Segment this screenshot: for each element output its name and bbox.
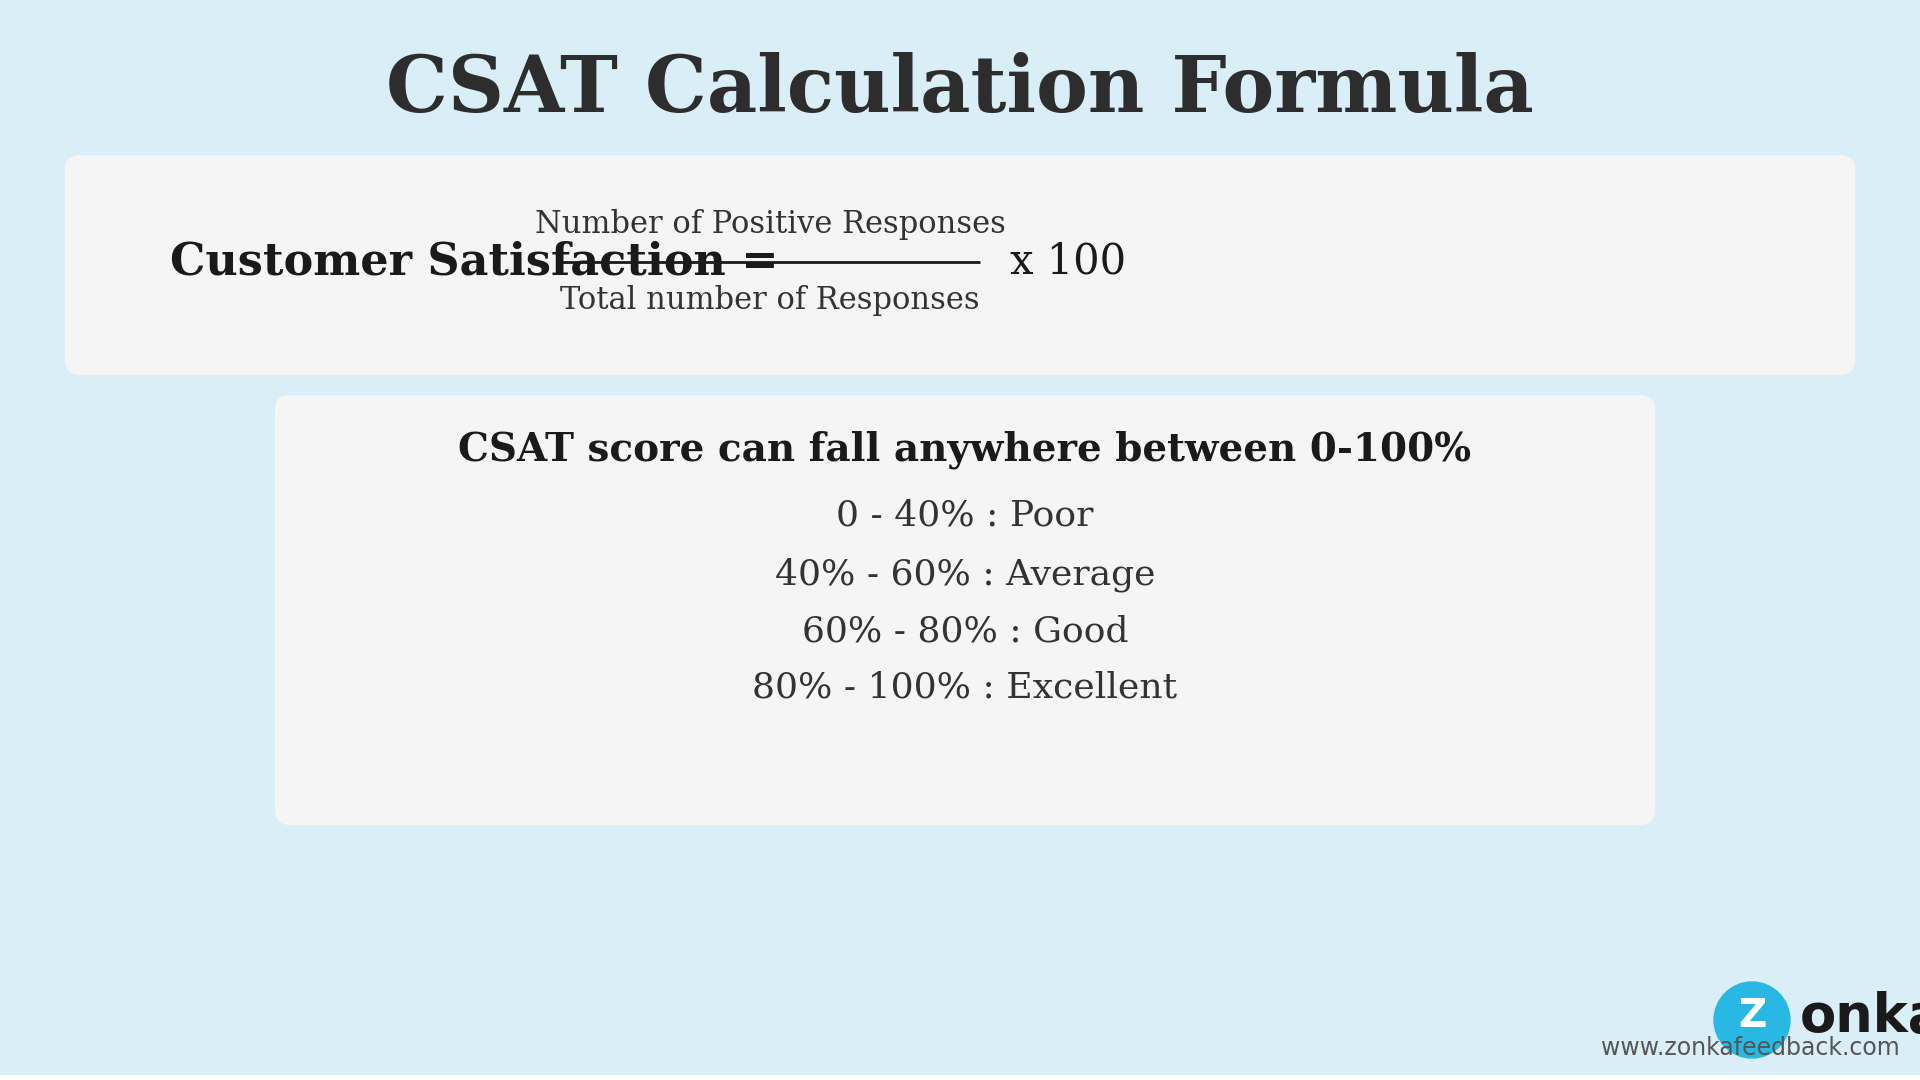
Text: CSAT score can fall anywhere between 0-100%: CSAT score can fall anywhere between 0-1… <box>459 431 1471 469</box>
Text: x 100: x 100 <box>1010 241 1127 283</box>
Text: Customer Satisfaction =: Customer Satisfaction = <box>171 241 780 283</box>
Text: 0 - 40% : Poor: 0 - 40% : Poor <box>837 498 1094 532</box>
Text: CSAT Calculation Formula: CSAT Calculation Formula <box>386 52 1534 129</box>
Text: www.zonkafeedback.com: www.zonkafeedback.com <box>1601 1036 1899 1059</box>
Text: Number of Positive Responses: Number of Positive Responses <box>534 208 1006 240</box>
Text: 40% - 60% : Average: 40% - 60% : Average <box>776 557 1156 592</box>
Text: Total number of Responses: Total number of Responses <box>561 284 979 315</box>
FancyBboxPatch shape <box>275 395 1655 825</box>
FancyBboxPatch shape <box>65 156 1855 375</box>
Text: Z: Z <box>1738 997 1766 1035</box>
Text: onka: onka <box>1801 991 1920 1043</box>
Text: 60% - 80% : Good: 60% - 80% : Good <box>803 615 1129 649</box>
Text: 80% - 100% : Excellent: 80% - 100% : Excellent <box>753 671 1177 705</box>
Circle shape <box>1715 982 1789 1058</box>
